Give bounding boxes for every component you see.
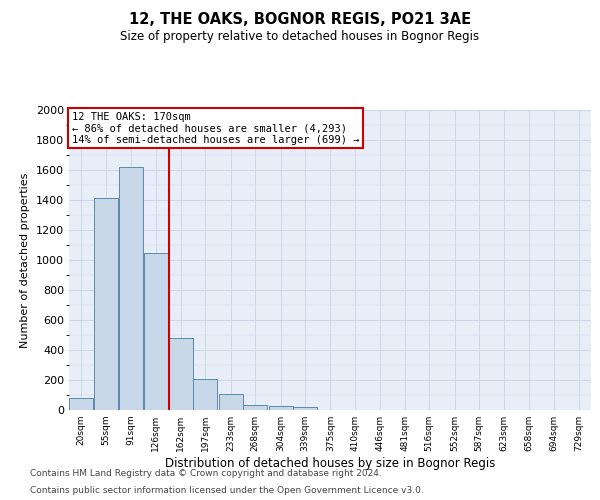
Text: 12, THE OAKS, BOGNOR REGIS, PO21 3AE: 12, THE OAKS, BOGNOR REGIS, PO21 3AE (129, 12, 471, 28)
Bar (269, 406, 293, 410)
X-axis label: Distribution of detached houses by size in Bognor Regis: Distribution of detached houses by size … (165, 457, 495, 470)
Text: Contains HM Land Registry data © Crown copyright and database right 2024.: Contains HM Land Registry data © Crown c… (30, 468, 382, 477)
Bar (119, 167, 143, 410)
Bar (193, 379, 217, 410)
Text: 12 THE OAKS: 170sqm
← 86% of detached houses are smaller (4,293)
14% of semi-det: 12 THE OAKS: 170sqm ← 86% of detached ho… (71, 112, 359, 144)
Bar (143, 253, 167, 410)
Bar (69, 398, 93, 410)
Bar (293, 407, 317, 410)
Text: Contains public sector information licensed under the Open Government Licence v3: Contains public sector information licen… (30, 486, 424, 495)
Bar (94, 198, 118, 410)
Bar (219, 394, 243, 410)
Bar (169, 338, 193, 410)
Bar (243, 405, 267, 410)
Y-axis label: Number of detached properties: Number of detached properties (20, 172, 31, 348)
Text: Size of property relative to detached houses in Bognor Regis: Size of property relative to detached ho… (121, 30, 479, 43)
